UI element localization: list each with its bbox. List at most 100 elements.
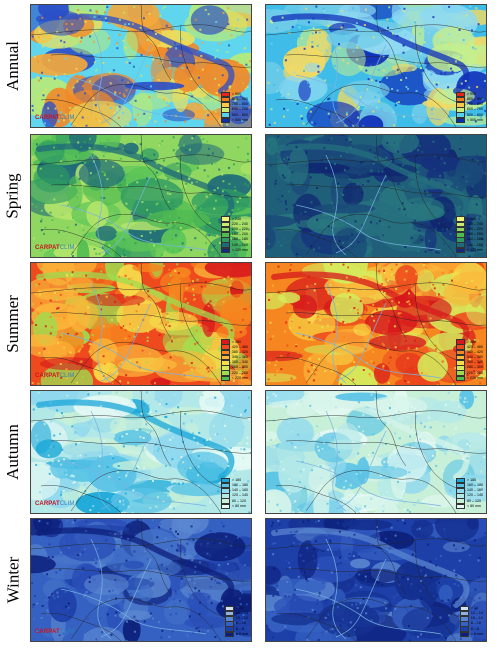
- legend-swatch: [455, 344, 465, 351]
- legend-swatch: [455, 354, 465, 361]
- legend-swatch: [220, 349, 230, 356]
- legend-label: 140 – 160: [467, 488, 483, 493]
- legend-item: < 220 mm: [220, 375, 248, 382]
- legend-item: > 480: [455, 339, 483, 345]
- legend-swatch: [455, 107, 465, 113]
- legend-item: 600 – 700: [455, 107, 483, 113]
- legend-item: 140 – 160: [455, 242, 483, 249]
- precipitation-map: [31, 135, 251, 257]
- legend-label: > 900: [466, 91, 476, 96]
- map-panel-summer-left: > 480 420 – 480 380 – 420 340 – 380 300 – 34…: [30, 262, 252, 386]
- map-panel-summer-right: > 480 420 – 480 380 – 420 340 – 380 300 – 34…: [265, 262, 487, 386]
- legend-label: 800 – 900: [466, 97, 483, 102]
- legend-item: > 14: [459, 605, 483, 612]
- legend-label: 220 – 260: [466, 370, 483, 375]
- legend-label: 340 – 380: [231, 355, 248, 360]
- legend-swatch: [220, 247, 230, 254]
- logo-part-2: CLIM: [59, 373, 75, 379]
- legend-item: < 500 mm: [455, 117, 483, 124]
- logo-part-1: CARPAT: [35, 115, 60, 121]
- map-panel-annual-right: > 900 800 – 900 700 – 800 600 – 700 500 – 60…: [265, 4, 487, 128]
- legend-label: < 80 mm: [232, 503, 247, 508]
- logo-part-1: CARPAT: [35, 501, 60, 507]
- precipitation-map: [266, 519, 486, 641]
- legend-label: 220 – 260: [231, 370, 248, 375]
- legend-item: > 480: [220, 339, 248, 345]
- legend-item: 800 – 900: [220, 96, 248, 103]
- legend-swatch: [459, 626, 469, 633]
- legend-swatch: [220, 102, 230, 108]
- legend-swatch: [224, 631, 234, 638]
- legend-swatch: [220, 344, 230, 351]
- legend-swatch: [455, 117, 465, 124]
- legend-item: > 14: [224, 605, 248, 612]
- legend-label: > 180: [467, 477, 477, 482]
- legend-item: 140 – 160: [220, 242, 248, 249]
- legend-swatch: [224, 621, 234, 627]
- legend-swatch: [220, 365, 230, 371]
- map-panel-spring-left: > 240 220 – 240 200 – 220 180 – 200 160 – 18…: [30, 134, 252, 258]
- legend-item: 120 – 140: [456, 493, 483, 499]
- legend-label: 260 – 300: [466, 365, 483, 370]
- legend-item: 8 – 10: [224, 621, 248, 627]
- legend-item: 300 – 340: [455, 360, 483, 366]
- legend-item: 700 – 800: [455, 102, 483, 108]
- legend-swatch: [455, 96, 465, 103]
- legend-swatch: [224, 616, 234, 622]
- legend-swatch: [455, 232, 465, 238]
- legend-item: 140 – 160: [456, 488, 483, 494]
- legend-label: 800 – 900: [231, 97, 248, 102]
- legend-swatch: [455, 247, 465, 254]
- map-legend: > 480 420 – 480 380 – 420 340 – 380 300 – 34…: [220, 339, 248, 382]
- row-label-text: Spring: [3, 173, 22, 219]
- legend-swatch: [456, 482, 465, 489]
- legend-swatch: [459, 616, 469, 622]
- legend-swatch: [220, 216, 230, 223]
- legend-item: 120 – 140: [221, 493, 248, 499]
- legend-item: 420 – 480: [220, 344, 248, 351]
- logo-part-1: CARPAT: [35, 629, 60, 635]
- legend-label: 12 – 14: [235, 611, 248, 616]
- legend-swatch: [220, 96, 230, 103]
- legend-swatch: [220, 112, 230, 119]
- legend-label: > 480: [466, 339, 476, 344]
- row-label-0: Annual: [0, 4, 26, 128]
- legend-swatch: [224, 610, 234, 617]
- legend-label: 420 – 480: [231, 344, 248, 349]
- legend-item: < 120 mm: [220, 247, 248, 254]
- legend-item: > 900: [455, 91, 483, 98]
- legend-swatch: [455, 349, 465, 356]
- legend-label: 200 – 220: [466, 227, 483, 232]
- legend-item: > 240: [220, 216, 248, 223]
- legend-label: 140 – 160: [466, 242, 483, 247]
- legend-label: 340 – 380: [466, 355, 483, 360]
- legend-swatch: [455, 375, 465, 382]
- legend-swatch: [459, 621, 469, 627]
- legend-swatch: [455, 221, 465, 228]
- legend-label: < 6 mm: [470, 631, 483, 636]
- legend-swatch: [455, 365, 465, 371]
- legend-label: 600 – 700: [231, 107, 248, 112]
- legend-item: 6 – 8: [224, 626, 248, 633]
- legend-swatch: [455, 237, 465, 243]
- precipitation-map: [266, 263, 486, 385]
- legend-item: > 180: [221, 477, 248, 484]
- legend-label: 6 – 8: [235, 626, 244, 631]
- legend-swatch: [221, 488, 230, 494]
- legend-label: 12 – 14: [470, 611, 483, 616]
- legend-swatch: [455, 112, 465, 119]
- legend-label: 80 – 120: [232, 498, 246, 503]
- precipitation-map: [266, 391, 486, 513]
- legend-item: 700 – 800: [220, 102, 248, 108]
- legend-item: 380 – 420: [455, 349, 483, 356]
- map-legend: > 240 220 – 240 200 – 220 180 – 200 160 – 18…: [220, 216, 248, 254]
- legend-label: > 14: [470, 605, 479, 610]
- legend-item: 180 – 200: [455, 232, 483, 238]
- logo-part-1: CARPAT: [35, 245, 60, 251]
- legend-item: 12 – 14: [459, 610, 483, 617]
- legend-label: > 240: [466, 216, 476, 221]
- legend-item: > 900: [220, 91, 248, 98]
- legend-label: < 220 mm: [231, 375, 248, 380]
- logo-part-2: CLIM: [59, 115, 75, 121]
- legend-label: > 180: [232, 477, 242, 482]
